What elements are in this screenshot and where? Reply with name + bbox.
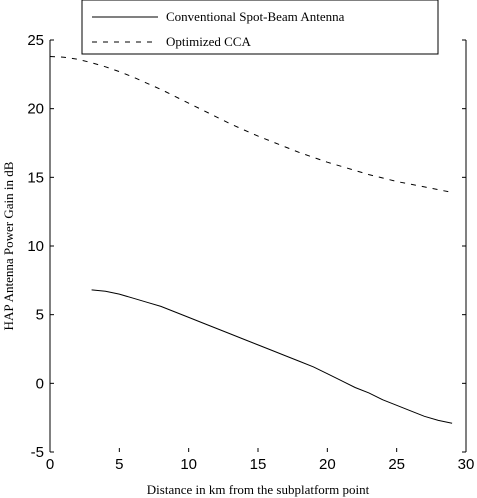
legend-box [81,0,439,55]
y-tick-label: 5 [36,307,44,324]
y-tick-label: -5 [31,444,44,461]
y-tick-label: 20 [27,101,44,118]
x-tick-label: 0 [46,456,54,473]
legend-label-conventional: Conventional Spot-Beam Antenna [166,9,345,24]
x-tick-label: 15 [250,456,267,473]
series-layer [49,56,453,424]
series-line-1 [49,56,453,193]
x-axis-label: Distance in km from the subplatform poin… [147,482,370,497]
x-tick-label: 30 [458,456,475,473]
legend-label-optimized: Optimized CCA [166,34,251,49]
x-tick-label: 20 [319,456,336,473]
y-axis-label: HAP Antenna Power Gain in dB [1,161,16,330]
x-tick-label: 25 [388,456,405,473]
y-tick-label: 0 [36,375,44,392]
y-tick-label: 10 [27,238,44,255]
x-tick-label: 10 [180,456,197,473]
series-line-0 [91,289,453,424]
legend: Conventional Spot-Beam Antenna Optimized… [81,0,439,55]
y-tick-label: 25 [27,32,44,49]
x-tick-label: 5 [115,456,123,473]
y-tick-label: 15 [27,169,44,186]
